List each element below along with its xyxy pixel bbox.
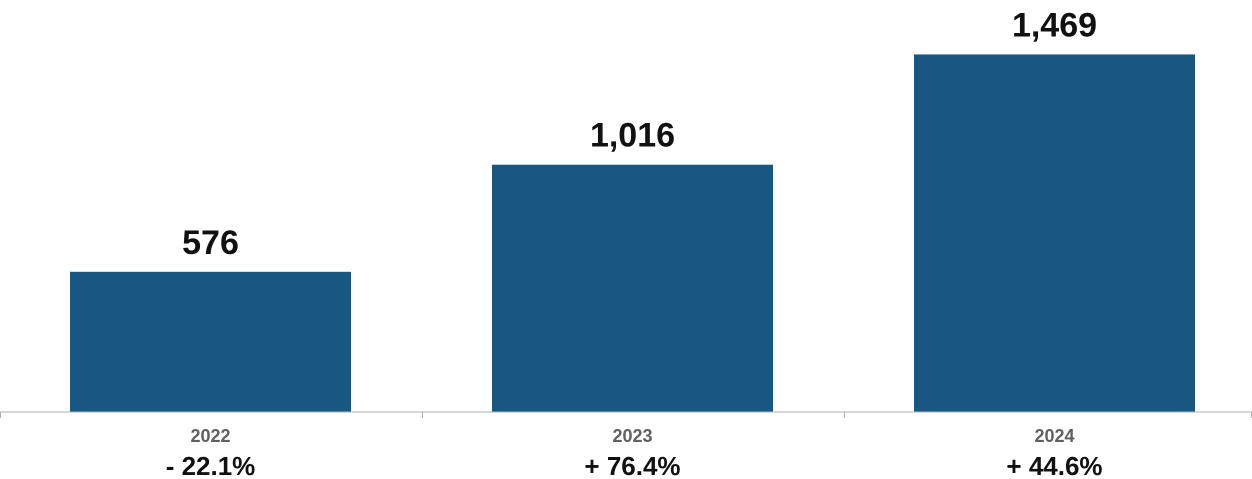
x-axis	[0, 411, 1252, 418]
bars-layer	[70, 54, 1195, 412]
bar-2024	[914, 54, 1195, 412]
value-label: 1,016	[590, 117, 675, 155]
change-label: + 44.6%	[1006, 451, 1102, 479]
x-tick-label: 2023	[612, 426, 652, 446]
value-label: 1,469	[1012, 6, 1097, 44]
value-label: 576	[182, 224, 239, 262]
labels-layer: 576 2022 - 22.1% 1,016 2023 + 76.4% 1,469 2024 +…	[166, 6, 1103, 479]
bar-2023	[492, 164, 773, 412]
x-tick-label: 2024	[1034, 426, 1074, 446]
change-label: + 76.4%	[584, 451, 680, 479]
x-tick-label: 2022	[190, 426, 230, 446]
change-label: - 22.1%	[166, 451, 256, 479]
bar-2022	[70, 271, 351, 412]
